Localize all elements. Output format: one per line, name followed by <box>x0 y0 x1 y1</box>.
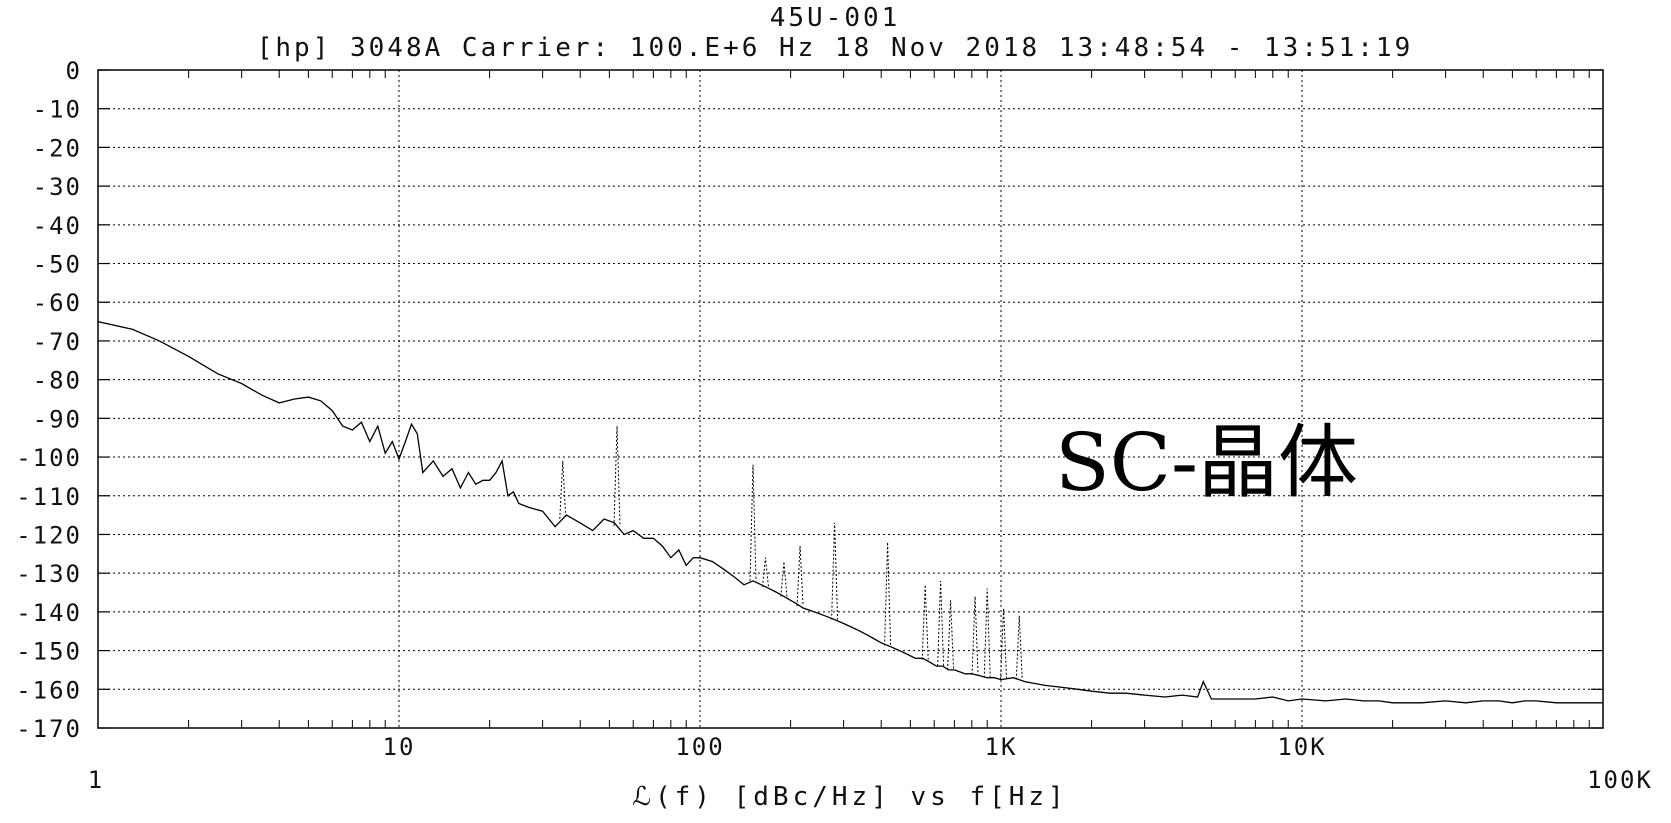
y-tick-label: -70 <box>33 328 82 356</box>
y-tick-label: -160 <box>16 676 82 704</box>
x-axis-label: ℒ(f) [dBc/Hz] vs f[Hz] <box>632 782 1067 812</box>
chart-info-line: [hp] 3048A Carrier: 100.E+6 Hz 18 Nov 20… <box>257 33 1414 63</box>
plot-frame <box>97 69 1604 729</box>
y-tick-label: -30 <box>33 173 82 201</box>
y-tick-label: -40 <box>33 212 82 240</box>
spur-marker <box>1015 615 1023 680</box>
y-tick-label: -130 <box>16 560 82 588</box>
spur-marker <box>983 588 991 678</box>
spur-marker <box>761 557 769 587</box>
y-tick-label: -10 <box>33 96 82 124</box>
y-tick-label: -80 <box>33 367 82 395</box>
spur-marker <box>613 426 621 526</box>
y-tick-label: -20 <box>33 134 82 162</box>
spur-lines <box>559 426 1023 680</box>
spur-marker <box>937 580 945 667</box>
spur-marker <box>749 464 757 581</box>
chart-header: 45U-001 [hp] 3048A Carrier: 100.E+6 Hz 1… <box>257 3 1414 63</box>
x-tick-label: 100 <box>675 733 724 761</box>
x-corner-max-label: 100K <box>1587 766 1653 794</box>
spur-marker <box>884 542 892 646</box>
axis-ticks <box>98 69 1603 729</box>
y-tick-label: -50 <box>33 251 82 279</box>
y-tick-label: -120 <box>16 521 82 549</box>
x-tick-label: 10K <box>1277 733 1326 761</box>
spur-marker <box>796 546 804 607</box>
y-tick-label: -60 <box>33 289 82 317</box>
y-tick-label: -110 <box>16 483 82 511</box>
spur-marker <box>780 561 788 597</box>
chart-title: 45U-001 <box>770 3 901 33</box>
grid <box>98 70 1603 728</box>
y-tick-label: -150 <box>16 638 82 666</box>
x-tick-label: 10 <box>383 733 416 761</box>
y-tick-label: -100 <box>16 444 82 472</box>
y-tick-label: -140 <box>16 599 82 627</box>
x-tick-label: 1K <box>985 733 1018 761</box>
spur-marker <box>559 460 567 519</box>
spur-marker <box>1000 607 1008 680</box>
spur-marker <box>947 600 955 670</box>
x-tick-labels: 10 100 1K 10K <box>383 733 1326 761</box>
y-tick-label: 0 <box>66 57 82 85</box>
crystal-annotation: SC-晶体 <box>1055 416 1358 509</box>
y-tick-labels: 0 -10 -20 -30 -40 -50 -60 -70 -80 -90 -100 -110 -120… <box>16 57 82 743</box>
spur-marker <box>831 522 839 620</box>
x-corner-min-label: 1 <box>88 766 104 794</box>
y-tick-label: -90 <box>33 405 82 433</box>
y-tick-label: -170 <box>16 715 82 743</box>
spur-marker <box>921 584 929 660</box>
noise-trace-line <box>97 320 1603 704</box>
spur-marker <box>971 596 979 675</box>
